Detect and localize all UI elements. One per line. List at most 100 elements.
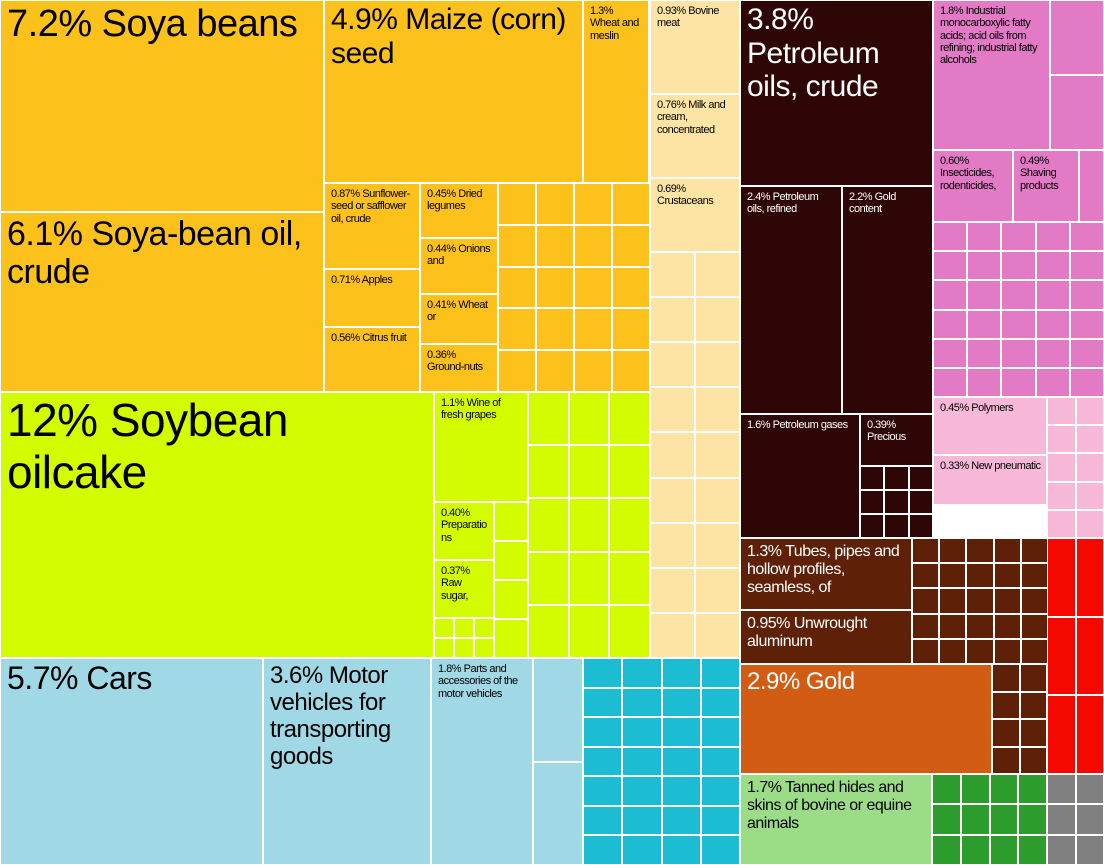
treemap-small-cell-chemicals bbox=[933, 222, 967, 251]
treemap-small-cell-animal bbox=[695, 613, 740, 658]
treemap-small-cell-chemicals bbox=[967, 339, 1001, 368]
treemap-small-cell-textiles bbox=[990, 774, 1018, 804]
treemap-small-cell-metals bbox=[912, 639, 939, 664]
treemap-label-new-pneumatic: 0.33% New pneumatic bbox=[940, 460, 1041, 472]
treemap-small-cell-textiles bbox=[932, 804, 961, 835]
treemap-small-cell-chemicals bbox=[1070, 251, 1104, 280]
treemap-small-cell-vegetable bbox=[536, 267, 574, 308]
treemap-cell-precious: 0.39% Precious bbox=[860, 414, 933, 466]
treemap-small-cell-machines bbox=[662, 688, 701, 717]
treemap-small-cell-mineral bbox=[884, 514, 909, 538]
treemap-small-cell-animal bbox=[650, 568, 695, 613]
treemap-label-preparations: 0.40% Preparations bbox=[441, 507, 487, 544]
treemap-label-tubes-pipes: 1.3% Tubes, pipes and hollow profiles, s… bbox=[747, 543, 900, 596]
treemap-small-cell-vegetable bbox=[612, 308, 650, 350]
treemap-small-cell-machines bbox=[622, 658, 662, 688]
treemap-cell-wheat-or: 0.41% Wheat or bbox=[420, 294, 498, 344]
treemap-small-cell-mineral bbox=[860, 466, 884, 490]
treemap-small-cell-metals bbox=[1021, 639, 1048, 664]
treemap-small-cell-animal bbox=[650, 297, 695, 342]
treemap-small-cell-misc bbox=[1047, 538, 1076, 617]
treemap-small-cell-foodstuffs bbox=[528, 605, 569, 658]
treemap-small-cell-plastics bbox=[1047, 425, 1076, 453]
treemap-label-milk-cream: 0.76% Milk and cream, concentrated bbox=[657, 99, 726, 136]
treemap-small-cell-metals bbox=[966, 639, 994, 664]
treemap-cell-soya-bean-oil: 6.1% Soya-bean oil, crude bbox=[0, 212, 324, 392]
treemap-small-cell-foodstuffs bbox=[454, 618, 474, 638]
treemap-small-cell-machines bbox=[701, 776, 740, 806]
treemap-label-maize-seed: 4.9% Maize (corn) seed bbox=[331, 3, 566, 70]
treemap-label-soya-beans: 7.2% Soya beans bbox=[7, 3, 298, 45]
treemap-small-cell-mineral bbox=[909, 466, 933, 490]
treemap-small-cell-chemicals bbox=[1001, 368, 1036, 397]
treemap-small-cell-plastics bbox=[1076, 397, 1104, 425]
treemap-small-cell-foodstuffs bbox=[454, 638, 474, 658]
treemap-small-cell-foodstuffs bbox=[494, 502, 528, 541]
treemap-small-cell-machines bbox=[662, 835, 701, 865]
treemap-small-cell-metals bbox=[966, 614, 994, 639]
treemap-label-tanned-hides: 1.7% Tanned hides and skins of bovine or… bbox=[747, 779, 912, 832]
treemap-small-cell-machines bbox=[583, 717, 622, 747]
treemap-small-cell-foodstuffs bbox=[528, 392, 569, 445]
treemap-small-cell-vegetable bbox=[612, 225, 650, 267]
treemap-small-cell-chemicals bbox=[1036, 280, 1070, 310]
treemap-small-cell-vegetable bbox=[574, 308, 612, 350]
treemap-label-wine: 1.1% Wine of fresh grapes bbox=[441, 397, 501, 422]
treemap-small-cell-vegetable bbox=[574, 267, 612, 308]
treemap-label-gold: 2.9% Gold bbox=[747, 668, 855, 695]
treemap-small-cell-chemicals bbox=[967, 280, 1001, 310]
treemap-small-cell-vegetable bbox=[536, 225, 574, 267]
treemap-small-cell-transport bbox=[533, 658, 583, 762]
treemap-small-cell-metals bbox=[994, 588, 1021, 614]
treemap-label-motor-parts: 1.8% Parts and accessories of the motor … bbox=[438, 663, 518, 700]
treemap-small-cell-metals bbox=[992, 692, 1020, 719]
treemap-small-cell-metals bbox=[994, 639, 1021, 664]
treemap-small-cell-misc bbox=[1047, 695, 1076, 774]
treemap-cell-tubes-pipes: 1.3% Tubes, pipes and hollow profiles, s… bbox=[740, 538, 912, 610]
treemap-small-cell-metals bbox=[912, 563, 939, 588]
treemap-cell-sunflower-oil: 0.87% Sunflower-seed or safflower oil, c… bbox=[324, 183, 420, 269]
treemap-label-cars: 5.7% Cars bbox=[7, 660, 152, 696]
treemap-cell-wine: 1.1% Wine of fresh grapes bbox=[434, 392, 528, 502]
treemap-small-cell-metals bbox=[992, 747, 1020, 774]
treemap-small-cell-plastics bbox=[1047, 510, 1076, 538]
treemap-small-cell-vegetable bbox=[612, 267, 650, 308]
treemap-small-cell-plastics bbox=[1076, 453, 1104, 482]
treemap-small-cell-chemicals bbox=[1050, 0, 1104, 75]
treemap-cell-polymers: 0.45% Polymers bbox=[933, 397, 1047, 455]
treemap-label-soya-bean-oil: 6.1% Soya-bean oil, crude bbox=[7, 215, 302, 292]
treemap-small-cell-machines bbox=[701, 806, 740, 835]
treemap-cell-dried-legumes: 0.45% Dried legumes bbox=[420, 183, 498, 238]
treemap-small-cell-animal bbox=[695, 432, 740, 478]
treemap-small-cell-misc bbox=[1076, 538, 1104, 617]
treemap-small-cell-foodstuffs bbox=[609, 392, 650, 445]
treemap-small-cell-machines bbox=[662, 658, 701, 688]
treemap-cell-citrus: 0.56% Citrus fruit bbox=[324, 327, 420, 392]
treemap-small-cell-metals bbox=[912, 588, 939, 614]
treemap-small-cell-animal bbox=[650, 478, 695, 523]
treemap-small-cell-metals bbox=[939, 588, 966, 614]
treemap-small-cell-machines bbox=[701, 688, 740, 717]
treemap-small-cell-machines bbox=[583, 806, 622, 835]
treemap-small-cell-machines bbox=[622, 806, 662, 835]
treemap-small-cell-foodstuffs bbox=[609, 498, 650, 552]
treemap-small-cell-vegetable bbox=[498, 267, 536, 308]
treemap-small-cell-vegetable bbox=[612, 183, 650, 225]
treemap-small-cell-foodstuffs bbox=[434, 618, 454, 638]
treemap-label-ground-nuts: 0.36% Ground-nuts bbox=[427, 349, 483, 374]
treemap-label-onions: 0.44% Onions and bbox=[427, 243, 491, 268]
treemap-cell-gold-content: 2.2% Gold content bbox=[842, 186, 933, 414]
treemap-small-cell-metals bbox=[1020, 664, 1047, 692]
treemap-small-cell-plastics bbox=[1047, 397, 1076, 425]
treemap-small-cell-misc bbox=[1076, 617, 1104, 695]
treemap-label-petroleum-refined: 2.4% Petroleum oils, refined bbox=[747, 191, 819, 216]
treemap-small-cell-textiles bbox=[1018, 835, 1047, 865]
treemap-small-cell-chemicals bbox=[1036, 251, 1070, 280]
treemap-small-cell-foodstuffs bbox=[474, 618, 494, 638]
treemap-label-bovine-meat: 0.93% Bovine meat bbox=[657, 5, 719, 30]
treemap-small-cell-animal bbox=[650, 523, 695, 568]
treemap-cell-insecticides: 0.60% Insecticides, rodenticides, bbox=[933, 150, 1013, 222]
treemap-small-cell-metals bbox=[1020, 747, 1047, 774]
treemap-small-cell-chemicals bbox=[933, 251, 967, 280]
treemap-small-cell-transport bbox=[533, 762, 583, 865]
